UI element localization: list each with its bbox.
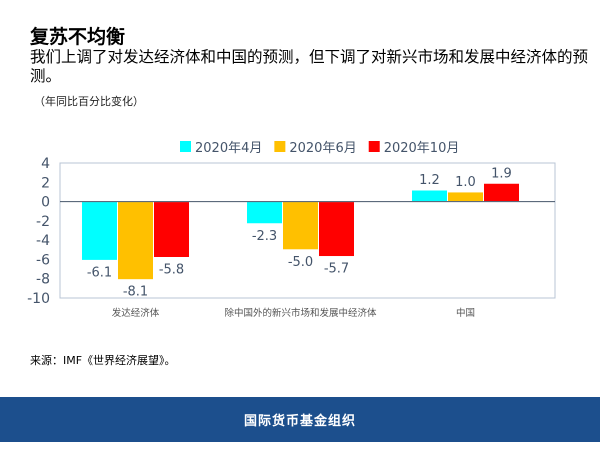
y-tick-label: -8 [36, 272, 50, 288]
legend-swatch [274, 141, 286, 152]
y-tick-label: 4 [41, 156, 50, 172]
source-note: 来源：IMF《世界经济展望》。 [30, 354, 176, 367]
data-label: 1.0 [455, 175, 476, 190]
bar [246, 201, 283, 225]
legend-label: 2020年10月 [384, 141, 460, 156]
y-tick-label: -2 [36, 214, 50, 230]
plot-frame [59, 162, 556, 299]
category-label: 中国 [456, 307, 475, 319]
data-label: -5.8 [159, 263, 184, 278]
legend-label: 2020年4月 [195, 141, 262, 156]
bar [81, 201, 118, 261]
bar [447, 191, 484, 203]
bar [483, 182, 520, 203]
bar [411, 189, 448, 203]
subtitle: 我们上调了对发达经济体和中国的预测，但下调了对新兴市场和发展中经济体的预测。 [30, 48, 589, 85]
footer-org-name: 国际货币基金组织 [243, 414, 356, 429]
legend-swatch [180, 141, 191, 152]
data-label: -5.7 [324, 262, 349, 277]
data-label: 1.2 [419, 173, 440, 188]
y-tick-label: 0 [41, 195, 50, 211]
y-tick-label: -10 [27, 291, 50, 307]
bar [117, 201, 154, 281]
unit-label: （年同比百分比变化） [34, 95, 144, 108]
y-tick-label: -6 [36, 252, 50, 268]
data-label: -2.3 [252, 229, 277, 244]
legend-swatch [368, 141, 380, 152]
bar [153, 201, 190, 258]
bar [318, 201, 355, 258]
data-label: 1.9 [491, 166, 512, 181]
legend-label: 2020年6月 [289, 141, 356, 156]
page-title: 复苏不均衡 [30, 26, 126, 48]
y-tick-label: 2 [41, 175, 50, 191]
bar [282, 201, 319, 251]
footer-band: 国际货币基金组织 [0, 397, 600, 442]
bar-chart: 4 2 0 -2 -4 -6 -8 -10 -6.1 -8.1 -5.8 发达经济体 -2.3 -5.0-… [27, 141, 556, 319]
category-label: 发达经济体 [112, 307, 160, 319]
data-label: -6.1 [87, 265, 112, 280]
y-tick-label: -4 [36, 233, 50, 249]
data-label: -8.1 [123, 285, 148, 300]
category-label: 除中国外的新兴市场和发展中经济体 [224, 307, 377, 319]
data-label: -5.0 [288, 255, 313, 270]
